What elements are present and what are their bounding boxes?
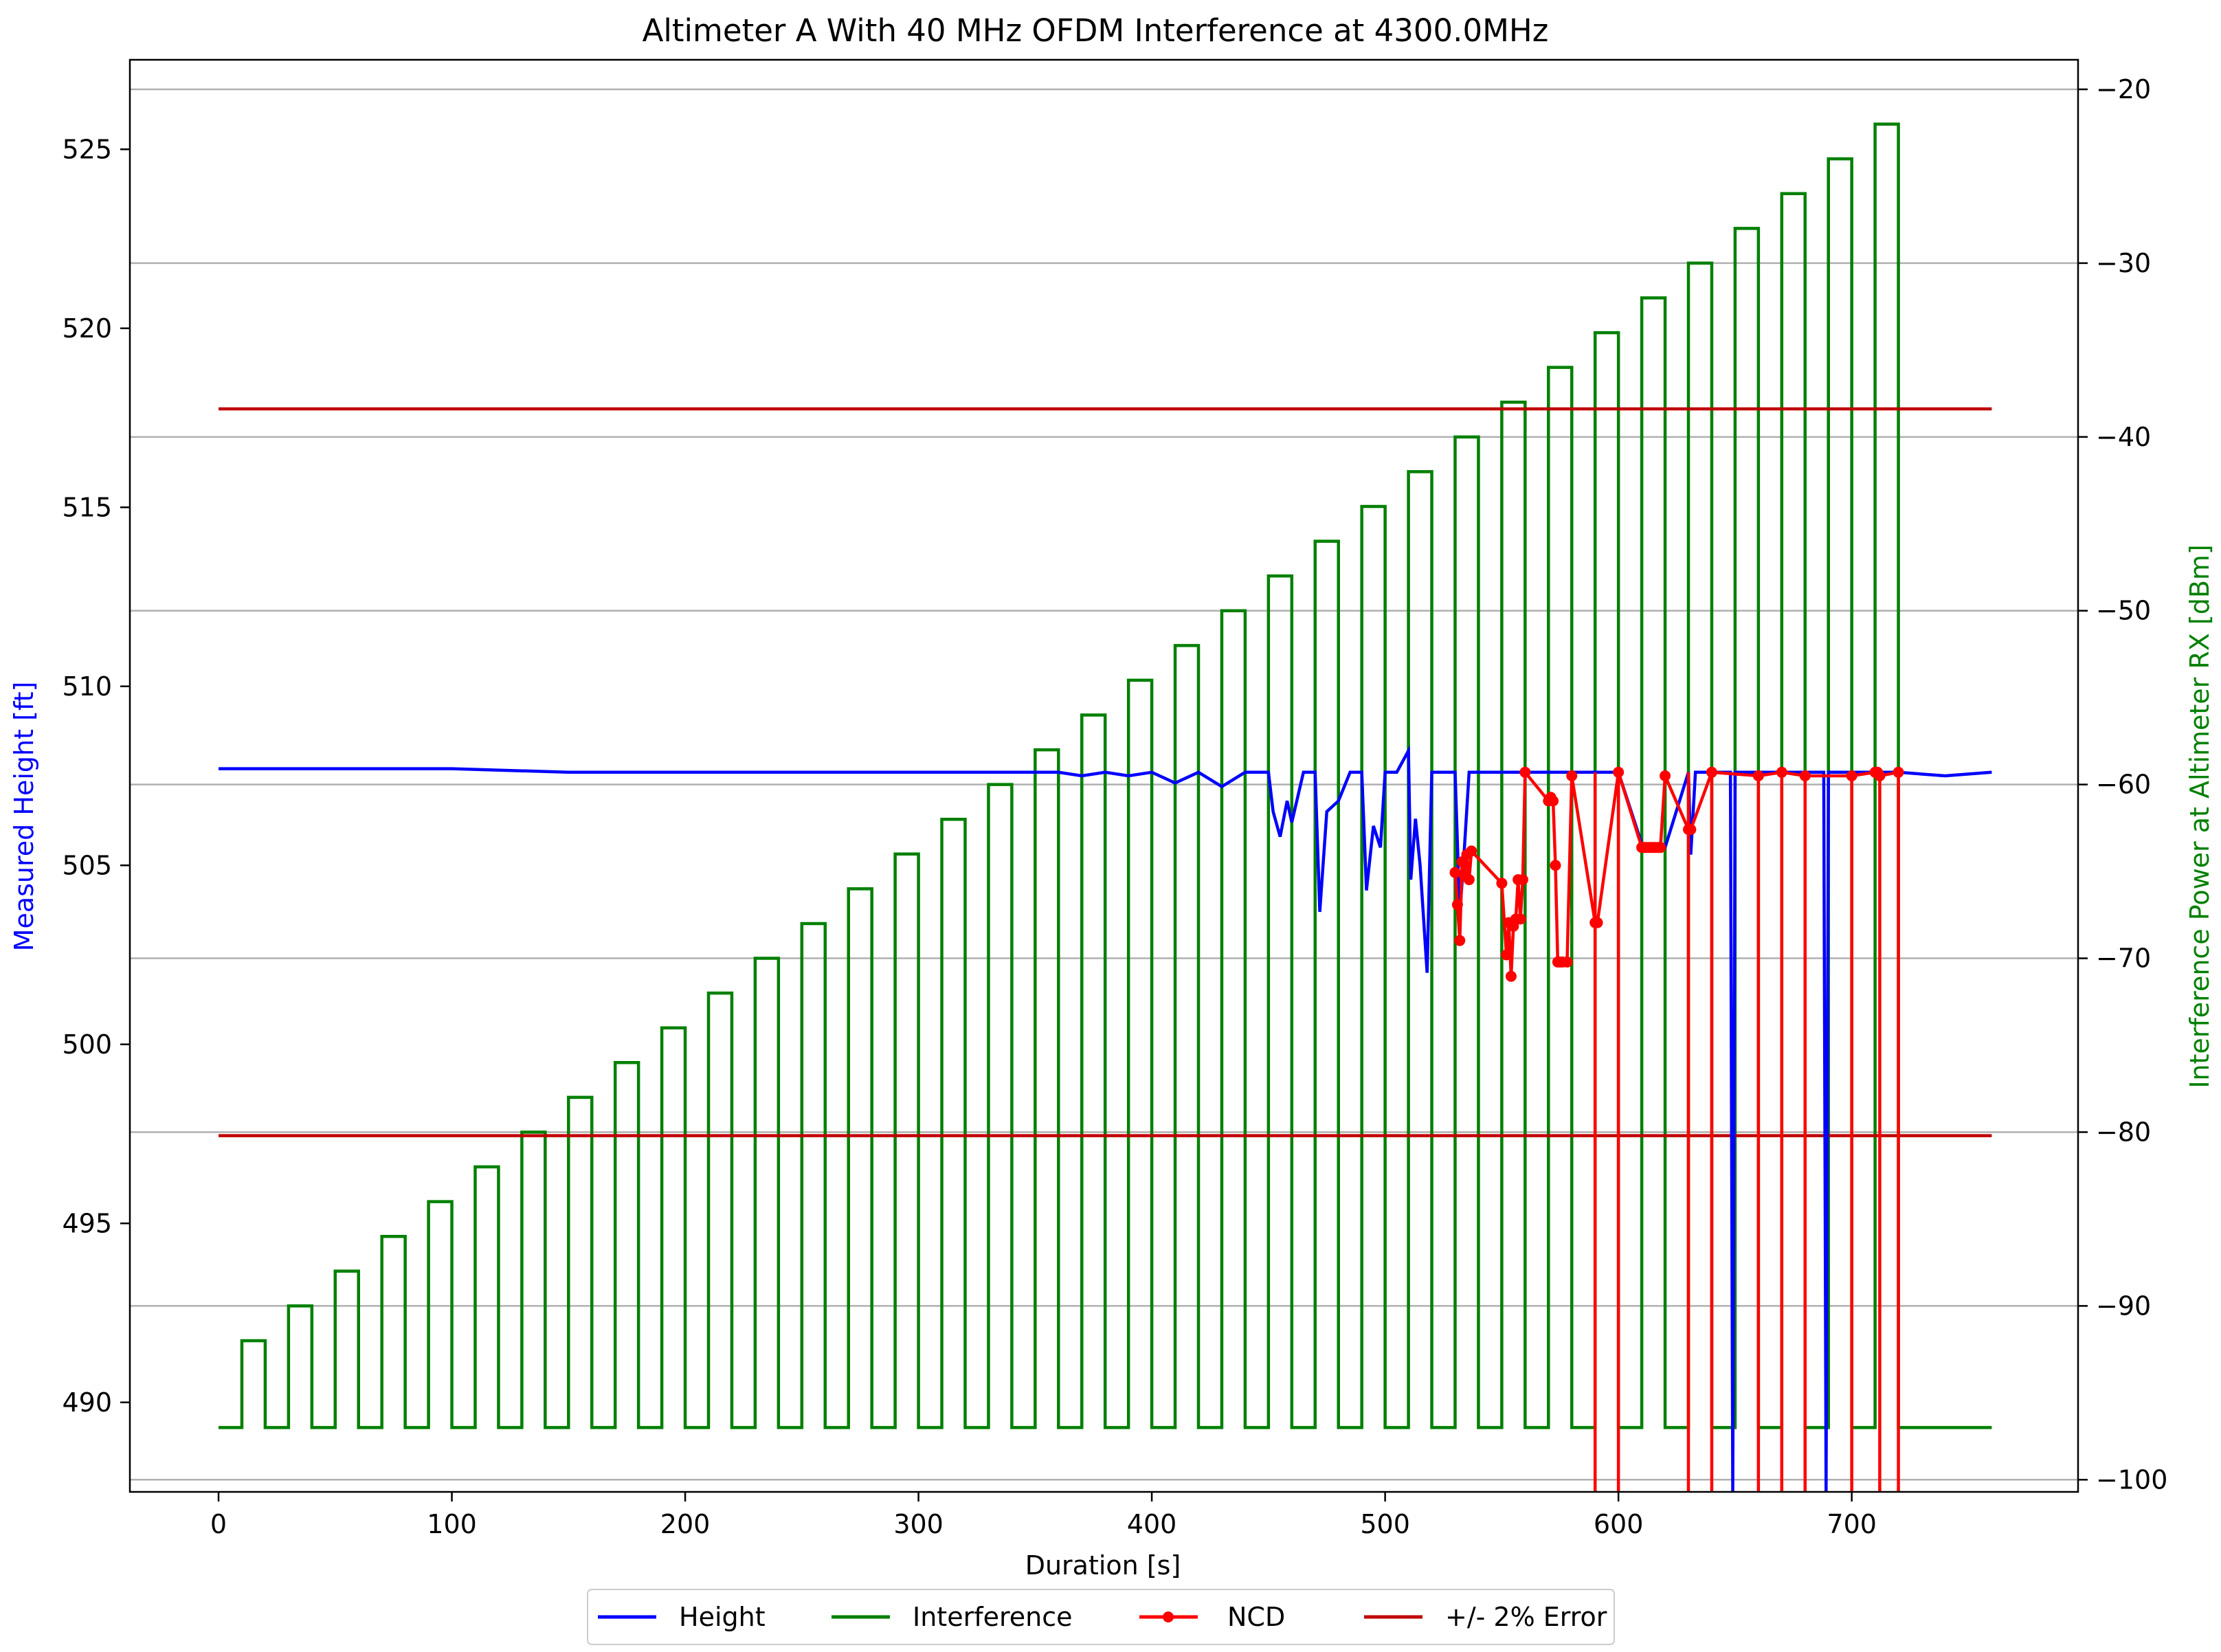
legend-label-ncd: NCD [1227,1602,1285,1632]
y2-tick-label: −20 [2096,74,2151,104]
y2-tick-label: −60 [2096,770,2151,800]
y2-tick-label: −100 [2096,1464,2167,1495]
plot-area [219,122,1992,1492]
ncd-marker [1799,770,1811,781]
y-tick-label: 525 [62,134,112,164]
y-tick-label: 510 [62,671,112,702]
y2-tick-label: −30 [2096,248,2151,278]
ncd-marker [1466,845,1477,857]
y2-tick-label: −50 [2096,596,2151,626]
legend: Height Interference NCD +/- 2% Error [587,1589,1615,1645]
x-tick-label: 700 [1827,1509,1877,1539]
legend-item-ncd: NCD [1139,1602,1285,1632]
axes-frame [129,58,2079,1493]
y-axis-title: Measured Height [ft] [9,682,39,952]
legend-item-height: Height [598,1602,766,1632]
x-tick-label: 400 [1127,1509,1177,1539]
legend-box [587,1589,1615,1645]
ncd-marker [1505,970,1517,982]
ncd-marker [1752,770,1764,781]
ncd-marker [1454,935,1466,946]
ncd-marker [1655,842,1666,853]
axis-ticks: 0 100 200 300 400 500 600 700 490 495 500 505 510 515… [62,74,2167,1539]
legend-marker-ncd [1163,1611,1174,1622]
ncd-marker [1706,766,1717,778]
ncd-marker [1685,824,1697,836]
ncd-marker [1592,917,1603,928]
x-tick-label: 300 [893,1509,944,1539]
ncd-marker [1561,956,1573,968]
ncd-marker [1548,795,1559,807]
ncd-marker [1463,874,1475,886]
chart-title: Altimeter A With 40 MHz OFDM Interferenc… [643,12,1549,49]
y2-axis-title: Interference Power at Altimeter RX [dBm] [2185,544,2215,1089]
ncd-marker [1874,770,1886,781]
x-tick-label: 500 [1360,1509,1410,1539]
legend-label-interference: Interference [913,1602,1072,1632]
ncd-marker [1449,867,1461,878]
y-tick-label: 495 [62,1208,112,1238]
ncd-marker [1660,770,1671,781]
legend-item-error: +/- 2% Error [1364,1602,1607,1632]
ncd-marker [1519,766,1531,778]
y-tick-label: 505 [62,850,112,880]
x-tick-label: 0 [210,1509,227,1539]
y2-tick-label: −90 [2096,1291,2151,1321]
x-axis-title: Duration [s] [1025,1550,1181,1581]
ncd-marker [1501,949,1513,961]
x-tick-label: 200 [660,1509,711,1539]
y-tick-label: 515 [62,492,112,522]
legend-item-interference: Interference [832,1602,1072,1632]
ncd-marker [1517,874,1528,886]
ncd-marker [1451,899,1463,911]
ncd-marker [1893,766,1904,778]
ncd-marker [1515,913,1526,925]
y-tick-label: 490 [62,1387,112,1418]
y-tick-label: 520 [62,313,112,344]
ncd-marker [1496,878,1508,889]
ncd-marker [1550,860,1561,871]
x-tick-label: 100 [427,1509,477,1539]
y-tick-label: 500 [62,1029,112,1060]
y2-tick-label: −80 [2096,1117,2151,1147]
series-interference-line [219,122,1992,1429]
ncd-marker [1613,766,1625,778]
legend-label-height: Height [679,1602,766,1632]
y2-tick-label: −70 [2096,944,2151,974]
legend-label-error: +/- 2% Error [1445,1602,1607,1632]
ncd-marker [1776,766,1787,778]
ncd-marker [1846,770,1857,781]
ncd-marker [1566,770,1578,781]
x-tick-label: 600 [1594,1509,1644,1539]
y2-tick-label: −40 [2096,422,2151,452]
